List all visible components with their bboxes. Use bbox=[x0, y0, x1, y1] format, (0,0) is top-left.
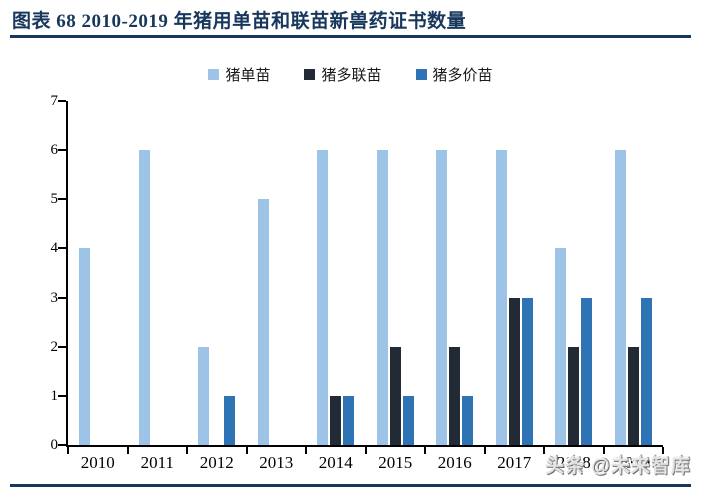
y-axis-tick bbox=[58, 296, 66, 299]
legend-swatch-icon bbox=[304, 68, 316, 80]
x-axis-tick bbox=[662, 447, 664, 454]
bar-2016-series1 bbox=[436, 150, 448, 445]
y-axis-tick bbox=[58, 444, 66, 446]
x-axis-label: 2016 bbox=[437, 453, 472, 472]
bar-2019-series2 bbox=[627, 346, 639, 445]
y-axis-tick bbox=[58, 198, 66, 201]
x-axis-label: 2017 bbox=[497, 453, 532, 472]
bar-2013-series1 bbox=[257, 199, 269, 445]
bar-2015-series2 bbox=[389, 346, 401, 445]
legend-item-1: 猪单苗 bbox=[208, 64, 270, 85]
bar-2019-series1 bbox=[614, 150, 626, 445]
legend-label: 猪多价苗 bbox=[432, 67, 493, 84]
legend-label: 猪单苗 bbox=[225, 67, 271, 84]
y-axis-label: 5 bbox=[50, 191, 59, 208]
x-axis-label: 2018 bbox=[556, 453, 591, 472]
y-axis-label: 0 bbox=[50, 437, 59, 453]
x-axis-label: 2014 bbox=[318, 453, 353, 472]
bar-2012-series1 bbox=[198, 346, 210, 445]
x-axis-tick bbox=[602, 447, 605, 454]
x-axis-tick bbox=[543, 447, 545, 454]
x-axis-label: 2010 bbox=[80, 453, 115, 472]
bar-2012-series3 bbox=[224, 395, 236, 445]
x-axis-label: 2015 bbox=[378, 453, 413, 472]
y-axis-tick bbox=[58, 345, 66, 348]
bar-2014-series1 bbox=[317, 150, 329, 445]
figure-title: 图表 68 2010-2019 年猪用单苗和联苗新兽药证书数量 bbox=[12, 11, 467, 32]
legend-label: 猪多联苗 bbox=[321, 67, 382, 84]
y-axis-tick bbox=[58, 394, 66, 397]
x-axis-label: 2019 bbox=[616, 453, 651, 472]
legend-item-2: 猪多联苗 bbox=[304, 64, 382, 85]
y-axis-tick bbox=[58, 247, 66, 250]
bar-2017-series3 bbox=[521, 297, 533, 445]
x-axis-label: 2012 bbox=[199, 453, 234, 472]
legend-swatch-icon bbox=[415, 68, 427, 80]
x-axis-label: 2013 bbox=[259, 453, 294, 472]
bar-2018-series1 bbox=[555, 248, 567, 445]
bar-2011-series1 bbox=[138, 150, 150, 445]
bar-2019-series3 bbox=[640, 297, 652, 445]
x-axis-tick bbox=[126, 447, 129, 454]
title-divider bbox=[10, 35, 691, 38]
bottom-divider bbox=[10, 484, 691, 487]
bar-chart-plot-area bbox=[58, 100, 664, 454]
bar-2016-series3 bbox=[462, 395, 474, 445]
bar-2017-series1 bbox=[495, 150, 507, 445]
chart-legend: 猪单苗 猪多联苗 猪多价苗 bbox=[0, 64, 701, 85]
x-axis-tick bbox=[305, 447, 307, 454]
bar-2018-series3 bbox=[581, 297, 593, 445]
bar-2014-series3 bbox=[343, 395, 355, 445]
y-axis-tick bbox=[58, 149, 66, 152]
x-axis-tick bbox=[186, 447, 188, 454]
y-axis-label: 6 bbox=[50, 142, 59, 159]
bar-2018-series2 bbox=[568, 346, 580, 445]
legend-swatch-icon bbox=[208, 68, 220, 80]
x-axis-tick bbox=[67, 447, 69, 454]
bar-2017-series2 bbox=[508, 297, 520, 445]
bar-2015-series3 bbox=[402, 395, 414, 445]
bar-2015-series1 bbox=[376, 150, 388, 445]
legend-item-3: 猪多价苗 bbox=[415, 64, 493, 85]
bar-2010-series1 bbox=[79, 248, 91, 445]
y-axis-label: 1 bbox=[50, 387, 59, 404]
x-axis-tick bbox=[424, 447, 426, 454]
y-axis-label: 3 bbox=[50, 289, 59, 306]
x-axis-tick bbox=[483, 447, 486, 454]
y-axis-label: 4 bbox=[50, 240, 59, 257]
x-axis-tick bbox=[245, 447, 248, 454]
x-axis-tick bbox=[364, 447, 367, 454]
bar-2014-series2 bbox=[330, 395, 342, 445]
y-axis-tick bbox=[58, 100, 66, 102]
y-axis-label: 7 bbox=[50, 93, 59, 109]
bar-2016-series2 bbox=[449, 346, 461, 445]
y-axis-label: 2 bbox=[50, 338, 59, 355]
watermark-text: 头条 @未来智库 bbox=[545, 456, 691, 477]
x-axis-label: 2011 bbox=[140, 453, 174, 472]
